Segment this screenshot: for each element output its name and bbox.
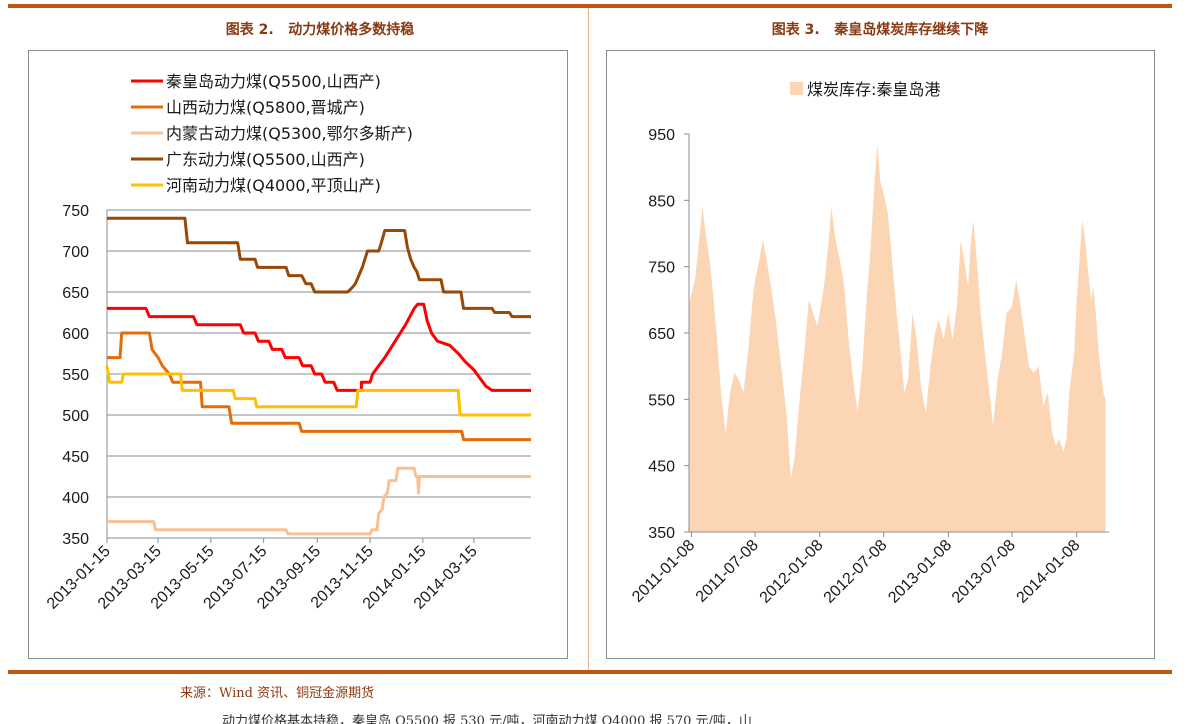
inventory-area [689, 143, 1106, 532]
legend-label-3: 内蒙古动力煤(Q5300,鄂尔多斯产) [166, 124, 413, 143]
y-tick-label: 750 [62, 203, 89, 220]
source-note: 来源：Wind 资讯、铜冠金源期货 [180, 686, 375, 701]
y-tick-label: 450 [62, 449, 89, 466]
top-rule [8, 4, 1172, 8]
y-tick-label: 500 [62, 408, 89, 425]
y-tick-label: 650 [648, 326, 675, 343]
legend-label-2: 山西动力煤(Q5800,晋城产) [166, 98, 365, 117]
figure-3-title: 图表 3. 秦皇岛煤炭库存继续下降 [771, 22, 989, 38]
body-text-line: 动力煤价格基本持稳，秦皇岛 Q5500 报 530 元/吨，河南动力煤 Q400… [222, 714, 752, 724]
y-tick-label: 550 [648, 392, 675, 409]
legend-label-5: 河南动力煤(Q4000,平顶山产) [166, 176, 381, 195]
series-line-1 [107, 302, 531, 392]
series-line-5 [105, 365, 531, 417]
y-tick-label: 450 [648, 459, 675, 476]
y-tick-label: 350 [62, 531, 89, 548]
x-tick-label: 2012-07-08 [821, 537, 891, 607]
y-tick-label: 600 [62, 326, 89, 343]
series-line-3 [107, 466, 531, 536]
coal-inventory-chart-panel: 350 450 550 650 750 850 950 2011-01-08 2011-07-0… [606, 50, 1155, 659]
legend-label: 煤炭库存:秦皇岛港 [807, 80, 940, 99]
figure-2-title: 图表 2. 动力煤价格多数持稳 [225, 22, 415, 38]
x-tick-label: 2013-07-08 [949, 537, 1019, 607]
y-tick-label: 350 [648, 525, 675, 542]
x-tick-label: 2012-01-08 [757, 537, 827, 607]
bottom-rule [8, 670, 1172, 674]
x-tick-label: 2014-01-08 [1014, 537, 1084, 607]
legend-label-4: 广东动力煤(Q5500,山西产) [166, 150, 365, 169]
y-tick-label: 850 [648, 193, 675, 210]
y-tick-label: 700 [62, 244, 89, 261]
y-tick-label: 750 [648, 260, 675, 277]
series-line-4 [107, 216, 531, 319]
x-tick-label: 2011-07-08 [693, 537, 762, 606]
series-line-2 [107, 331, 531, 442]
legend-label-1: 秦皇岛动力煤(Q5500,山西产) [166, 72, 381, 91]
column-divider [588, 8, 589, 670]
x-tick-label: 2013-01-08 [885, 537, 955, 607]
coal-price-chart: 3504004505005506006507007502013-01-15201… [44, 72, 531, 613]
x-tick-label: 2011-01-08 [629, 537, 698, 606]
y-tick-label: 550 [62, 367, 89, 384]
y-tick-label: 950 [648, 127, 675, 144]
coal-inventory-chart: 350 450 550 650 750 850 950 2011-01-082011-07-0… [629, 80, 1109, 607]
coal-price-chart-panel: 350 400 450 500 550 600 650 700 750 2013-01-15 201… [28, 50, 568, 659]
legend-swatch [790, 82, 803, 95]
y-tick-label: 650 [62, 285, 89, 302]
y-tick-label: 400 [62, 490, 89, 507]
